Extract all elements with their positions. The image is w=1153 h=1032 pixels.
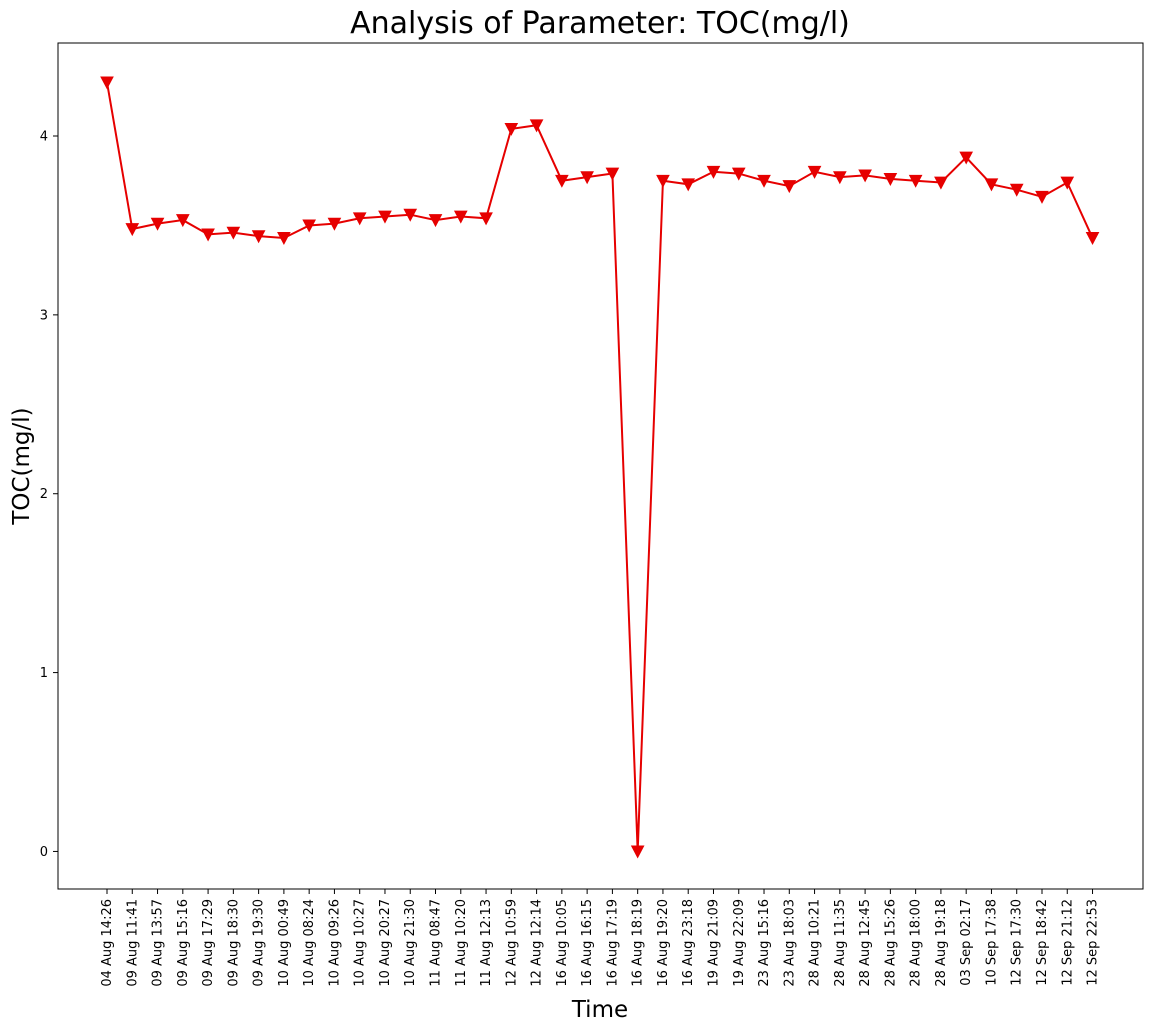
- data-point-marker: [908, 174, 923, 188]
- data-point-marker: [453, 210, 468, 224]
- x-tick-label: 12 Sep 21:12: [1060, 899, 1075, 986]
- y-tick-label: 1: [40, 666, 48, 681]
- x-tick-label: 09 Aug 15:16: [176, 899, 191, 987]
- data-point-marker: [833, 171, 847, 185]
- data-point-marker: [984, 178, 999, 192]
- x-tick-label: 12 Sep 17:30: [1010, 899, 1025, 986]
- x-tick-label: 09 Aug 13:57: [151, 899, 166, 987]
- data-point-marker: [529, 119, 544, 133]
- data-point-marker: [731, 167, 746, 181]
- data-point-marker: [150, 217, 165, 231]
- y-tick-label: 4: [40, 130, 48, 145]
- data-point-marker: [1060, 176, 1075, 190]
- y-tick-label: 2: [40, 487, 48, 502]
- data-point-marker: [479, 212, 493, 226]
- toc-series-line: [106, 82, 1094, 852]
- data-point-marker: [504, 122, 519, 136]
- data-point-marker: [757, 174, 771, 188]
- x-tick-label: 28 Aug 10:21: [808, 899, 823, 987]
- y-axis-label: TOC(mg/l): [9, 407, 35, 525]
- data-point-marker: [959, 151, 974, 165]
- data-point-marker: [1035, 190, 1049, 204]
- y-axis: 0 1 2 3 4: [40, 130, 58, 860]
- x-tick-label: 23 Aug 15:16: [757, 899, 772, 987]
- x-tick-label: 11 Aug 08:47: [429, 899, 444, 987]
- x-tick-label: 09 Aug 18:30: [226, 899, 241, 987]
- data-point-marker: [706, 165, 721, 179]
- data-point-marker: [428, 214, 443, 228]
- data-point-marker: [352, 212, 367, 226]
- x-tick-label: 10 Aug 08:24: [302, 899, 317, 987]
- chart-title: Analysis of Parameter: TOC(mg/l): [350, 6, 850, 41]
- data-point-marker: [858, 169, 872, 183]
- x-tick-label: 10 Sep 17:38: [984, 899, 999, 986]
- data-point-marker: [1009, 183, 1024, 197]
- x-tick-label: 11 Aug 10:20: [454, 899, 469, 987]
- x-tick-label: 28 Aug 15:26: [883, 899, 898, 987]
- data-point-marker: [555, 174, 569, 188]
- data-point-marker: [883, 173, 898, 187]
- x-tick-label: 28 Aug 19:18: [934, 899, 949, 987]
- data-point-marker: [327, 217, 342, 231]
- data-point-marker: [226, 226, 241, 240]
- x-tick-label: 12 Aug 10:59: [504, 899, 519, 987]
- x-tick-label: 09 Aug 11:41: [125, 899, 140, 987]
- x-tick-label: 19 Aug 21:09: [706, 899, 721, 987]
- x-tick-label: 28 Aug 18:00: [909, 899, 924, 987]
- x-tick-label: 12 Aug 12:14: [530, 899, 545, 987]
- x-tick-label: 04 Aug 14:26: [100, 899, 115, 987]
- x-tick-label: 10 Aug 00:49: [277, 899, 292, 987]
- data-point-marker: [681, 178, 696, 192]
- data-point-marker: [378, 210, 392, 224]
- y-tick-label: 0: [40, 845, 48, 860]
- x-tick-label: 10 Aug 20:27: [378, 899, 393, 987]
- data-point-marker: [403, 208, 418, 222]
- data-point-marker: [934, 176, 948, 190]
- x-tick-label: 16 Aug 16:15: [580, 899, 595, 987]
- x-axis-label: Time: [571, 997, 628, 1023]
- x-tick-label: 16 Aug 18:19: [631, 899, 646, 987]
- x-tick-label: 09 Aug 19:30: [252, 899, 267, 987]
- data-point-marker: [782, 180, 797, 194]
- data-point-marker: [175, 214, 190, 228]
- x-tick-label: 12 Sep 22:53: [1086, 899, 1101, 986]
- x-tick-label: 10 Aug 21:30: [403, 899, 418, 987]
- data-point-marker: [605, 167, 620, 181]
- x-axis: 04 Aug 14:26 09 Aug 11:41 09 Aug 13:57 09 A…: [100, 889, 1101, 987]
- data-point-marker: [302, 219, 316, 233]
- x-tick-label: 10 Aug 10:27: [353, 899, 368, 987]
- x-tick-label: 16 Aug 23:18: [681, 899, 696, 987]
- toc-series-markers: [100, 76, 1100, 859]
- x-tick-label: 28 Aug 12:45: [858, 899, 873, 987]
- x-tick-label: 16 Aug 17:19: [605, 899, 620, 987]
- x-tick-label: 09 Aug 17:29: [201, 899, 216, 987]
- y-tick-label: 3: [40, 308, 48, 323]
- x-tick-label: 19 Aug 22:09: [732, 899, 747, 987]
- data-point-marker: [277, 232, 291, 246]
- data-point-marker: [201, 228, 215, 242]
- data-point-marker: [1085, 232, 1100, 246]
- data-point-marker: [807, 165, 822, 179]
- x-tick-label: 10 Aug 09:26: [327, 899, 342, 987]
- data-point-marker: [100, 76, 114, 90]
- x-tick-label: 16 Aug 10:05: [555, 899, 570, 987]
- x-tick-label: 16 Aug 19:20: [656, 899, 671, 987]
- x-tick-label: 23 Aug 18:03: [782, 899, 797, 987]
- x-tick-label: 11 Aug 12:13: [479, 899, 494, 987]
- data-point-marker: [125, 223, 140, 237]
- plot-frame: [57, 42, 1144, 890]
- data-point-marker: [580, 171, 594, 185]
- data-point-marker: [251, 230, 266, 244]
- x-tick-label: 03 Sep 02:17: [959, 899, 974, 986]
- x-tick-label: 12 Sep 18:42: [1035, 899, 1050, 986]
- data-point-marker: [630, 845, 645, 859]
- data-point-marker: [656, 174, 670, 188]
- x-tick-label: 28 Aug 11:35: [833, 899, 848, 987]
